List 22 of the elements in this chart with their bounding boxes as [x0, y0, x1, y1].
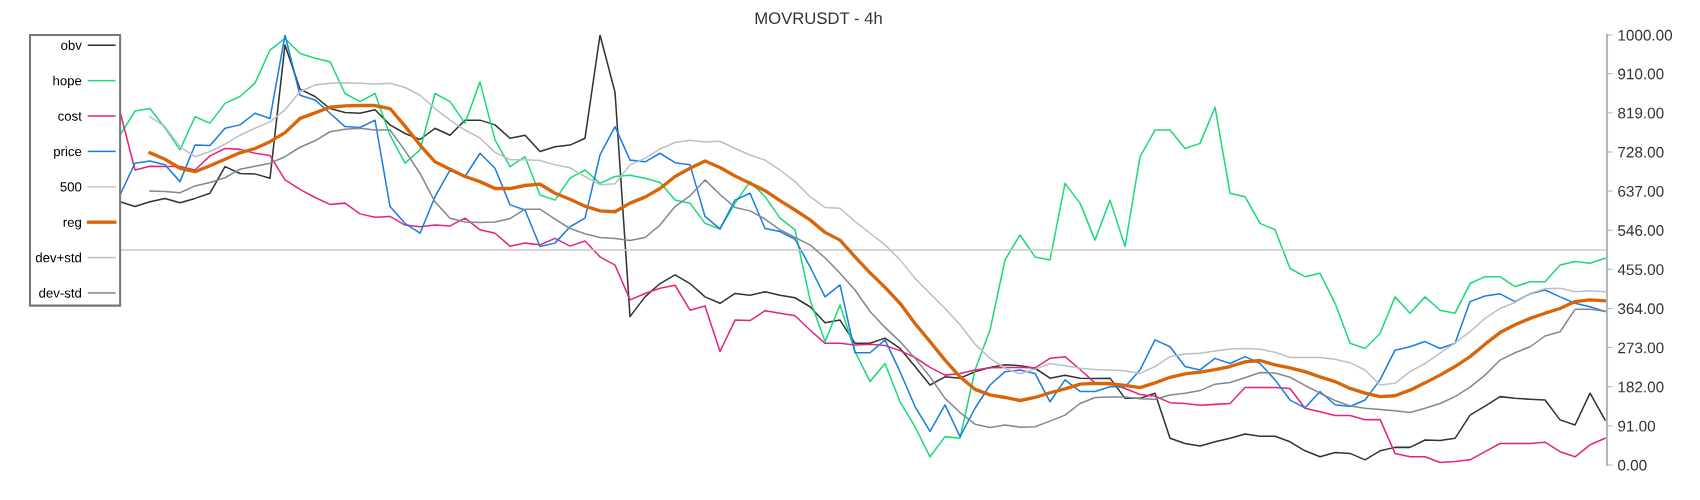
legend-label: 500	[60, 182, 82, 192]
y-tick-label: 182.00	[1618, 381, 1664, 393]
y-tick-label: 819.00	[1618, 107, 1664, 119]
y-tick-label: 91.00	[1618, 420, 1656, 432]
legend-label: dev-std	[39, 288, 82, 298]
y-tick-label: 273.00	[1618, 342, 1664, 354]
line-series	[149, 127, 1606, 429]
legend-label: obv	[61, 40, 82, 50]
y-tick-label: 728.00	[1618, 146, 1664, 158]
y-tick-label: 910.00	[1618, 68, 1664, 80]
legend-label: reg	[63, 219, 82, 230]
y-tick-label: 364.00	[1618, 303, 1664, 315]
chart-title: MOVRUSDT - 4h	[755, 11, 882, 25]
legend-label: dev+std	[35, 252, 82, 263]
legend-label: price	[54, 146, 82, 159]
legend-label: cost	[58, 112, 82, 121]
legend-label: hope	[53, 75, 82, 88]
y-tick-label: 637.00	[1618, 185, 1664, 197]
y-tick-label: 455.00	[1617, 264, 1664, 276]
y-tick-label: 546.00	[1618, 225, 1664, 236]
y-tick-label: 0.00	[1618, 459, 1647, 471]
y-tick-label: 1000.00	[1618, 29, 1673, 41]
